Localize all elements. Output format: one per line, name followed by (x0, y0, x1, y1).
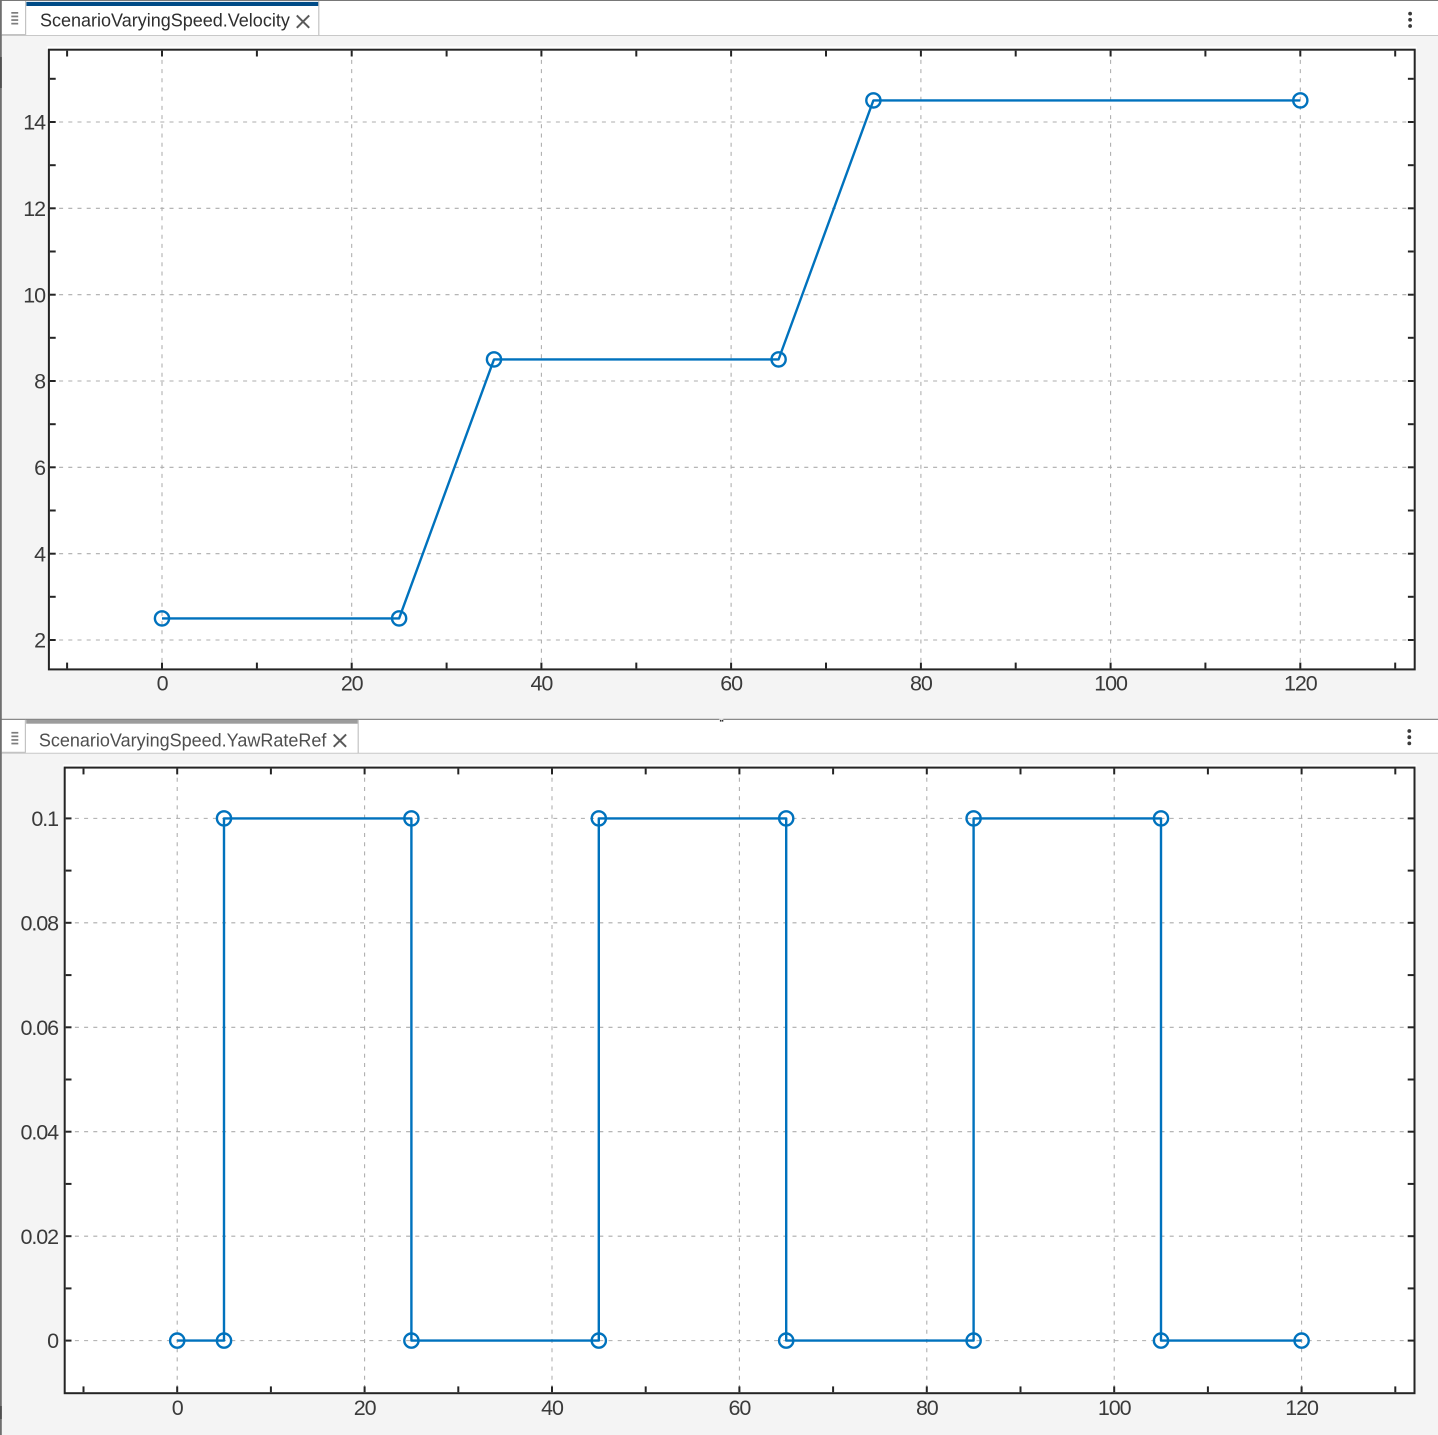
svg-text:0: 0 (47, 1329, 59, 1353)
svg-text:14: 14 (23, 111, 46, 135)
svg-text:0.06: 0.06 (21, 1016, 60, 1040)
svg-text:0.08: 0.08 (21, 911, 60, 935)
svg-text:20: 20 (354, 1396, 377, 1420)
svg-text:4: 4 (34, 542, 46, 566)
svg-text:40: 40 (541, 1396, 564, 1420)
svg-text:ScenarioVaryingSpeed.YawRateRe: ScenarioVaryingSpeed.YawRateRef (39, 730, 327, 750)
svg-text:10: 10 (23, 283, 46, 307)
svg-text:12: 12 (23, 197, 45, 221)
svg-text:2: 2 (34, 629, 45, 653)
svg-text:120: 120 (1285, 1396, 1319, 1420)
svg-text:80: 80 (916, 1396, 939, 1420)
svg-text:0.02: 0.02 (21, 1225, 59, 1249)
svg-text:120: 120 (1284, 671, 1318, 695)
svg-text:8: 8 (34, 370, 46, 394)
svg-text:60: 60 (729, 1396, 752, 1420)
svg-text:40: 40 (531, 671, 554, 695)
svg-text:80: 80 (910, 671, 933, 695)
svg-text:0.04: 0.04 (21, 1120, 60, 1144)
svg-text:0: 0 (172, 1396, 184, 1420)
svg-text:20: 20 (341, 671, 364, 695)
svg-text:100: 100 (1094, 671, 1128, 695)
svg-text:60: 60 (720, 671, 743, 695)
svg-text:100: 100 (1098, 1396, 1132, 1420)
svg-text:ScenarioVaryingSpeed.Velocity: ScenarioVaryingSpeed.Velocity (40, 10, 290, 30)
svg-text:0: 0 (157, 671, 169, 695)
svg-text:0.1: 0.1 (31, 807, 58, 831)
svg-text:6: 6 (34, 456, 46, 480)
